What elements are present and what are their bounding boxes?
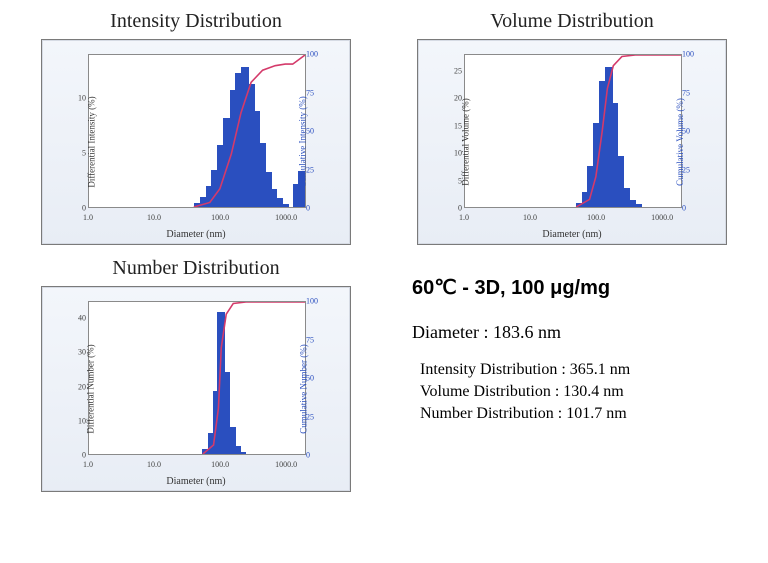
chart-intensity: Differential Intensity (%) Cumulative Int… bbox=[41, 39, 351, 245]
y-tick-right: 75 bbox=[306, 335, 324, 344]
info-panel: 60℃ - 3D, 100 μg/mg Diameter : 183.6 nm … bbox=[404, 257, 740, 492]
x-tick: 100.0 bbox=[211, 213, 229, 222]
x-tick: 10.0 bbox=[147, 213, 161, 222]
plot-area bbox=[88, 54, 306, 208]
cumulative-curve bbox=[89, 55, 305, 207]
y-left-label: Differential Volume (%) bbox=[461, 98, 471, 185]
x-tick: 1000.0 bbox=[275, 460, 297, 469]
x-tick: 100.0 bbox=[587, 213, 605, 222]
y-right-label: Cumulative Intensity (%) bbox=[297, 96, 307, 187]
x-tick: 1.0 bbox=[83, 460, 93, 469]
y-tick-left: 5 bbox=[70, 149, 86, 158]
cumulative-curve bbox=[89, 302, 305, 454]
panel-intensity: Intensity Distribution Differential Inte… bbox=[28, 10, 364, 245]
panel-title-volume: Volume Distribution bbox=[490, 10, 654, 33]
info-line-2: Number Distribution : 101.7 nm bbox=[420, 405, 740, 423]
info-headline: 60℃ - 3D, 100 μg/mg bbox=[412, 275, 740, 300]
x-tick: 10.0 bbox=[147, 460, 161, 469]
plot-area bbox=[88, 301, 306, 455]
x-tick: 1000.0 bbox=[275, 213, 297, 222]
y-tick-left: 10 bbox=[446, 149, 462, 158]
y-tick-left: 0 bbox=[70, 204, 86, 213]
y-tick-left: 25 bbox=[446, 66, 462, 75]
y-tick-right: 50 bbox=[306, 374, 324, 383]
y-tick-right: 75 bbox=[682, 88, 700, 97]
x-label: Diameter (nm) bbox=[542, 229, 601, 240]
x-label: Diameter (nm) bbox=[166, 476, 225, 487]
y-tick-left: 15 bbox=[446, 121, 462, 130]
x-tick: 1.0 bbox=[83, 213, 93, 222]
y-tick-right: 100 bbox=[306, 50, 324, 59]
y-tick-right: 0 bbox=[306, 451, 324, 460]
y-tick-right: 25 bbox=[306, 165, 324, 174]
y-tick-left: 10 bbox=[70, 94, 86, 103]
y-tick-right: 100 bbox=[682, 50, 700, 59]
y-tick-left: 0 bbox=[446, 204, 462, 213]
panel-title-number: Number Distribution bbox=[112, 257, 279, 280]
y-tick-right: 75 bbox=[306, 88, 324, 97]
y-tick-right: 50 bbox=[306, 127, 324, 136]
cumulative-curve bbox=[465, 55, 681, 207]
y-tick-left: 20 bbox=[70, 382, 86, 391]
info-line-1: Volume Distribution : 130.4 nm bbox=[420, 383, 740, 401]
plot-area bbox=[464, 54, 682, 208]
y-tick-left: 10 bbox=[70, 416, 86, 425]
x-tick: 1.0 bbox=[459, 213, 469, 222]
panel-number: Number Distribution Differential Number … bbox=[28, 257, 364, 492]
x-tick: 100.0 bbox=[211, 460, 229, 469]
y-tick-right: 50 bbox=[682, 127, 700, 136]
y-tick-left: 20 bbox=[446, 94, 462, 103]
x-label: Diameter (nm) bbox=[166, 229, 225, 240]
y-tick-right: 0 bbox=[306, 204, 324, 213]
info-line-0: Intensity Distribution : 365.1 nm bbox=[420, 361, 740, 379]
chart-number: Differential Number (%)Cumulative Number… bbox=[41, 286, 351, 492]
y-tick-right: 100 bbox=[306, 297, 324, 306]
panel-title-intensity: Intensity Distribution bbox=[110, 10, 282, 33]
y-tick-right: 25 bbox=[306, 412, 324, 421]
y-tick-right: 0 bbox=[682, 204, 700, 213]
y-left-label: Differential Intensity (%) bbox=[87, 96, 97, 187]
y-tick-left: 40 bbox=[70, 314, 86, 323]
x-tick: 10.0 bbox=[523, 213, 537, 222]
chart-volume: Differential Volume (%)Cumulative Volume… bbox=[417, 39, 727, 245]
info-diameter: Diameter : 183.6 nm bbox=[412, 322, 740, 343]
panel-volume: Volume Distribution Differential Volume … bbox=[404, 10, 740, 245]
y-tick-left: 5 bbox=[446, 176, 462, 185]
y-left-label: Differential Number (%) bbox=[86, 344, 96, 433]
y-tick-left: 0 bbox=[70, 451, 86, 460]
y-tick-left: 30 bbox=[70, 348, 86, 357]
x-tick: 1000.0 bbox=[651, 213, 673, 222]
y-tick-right: 25 bbox=[682, 165, 700, 174]
